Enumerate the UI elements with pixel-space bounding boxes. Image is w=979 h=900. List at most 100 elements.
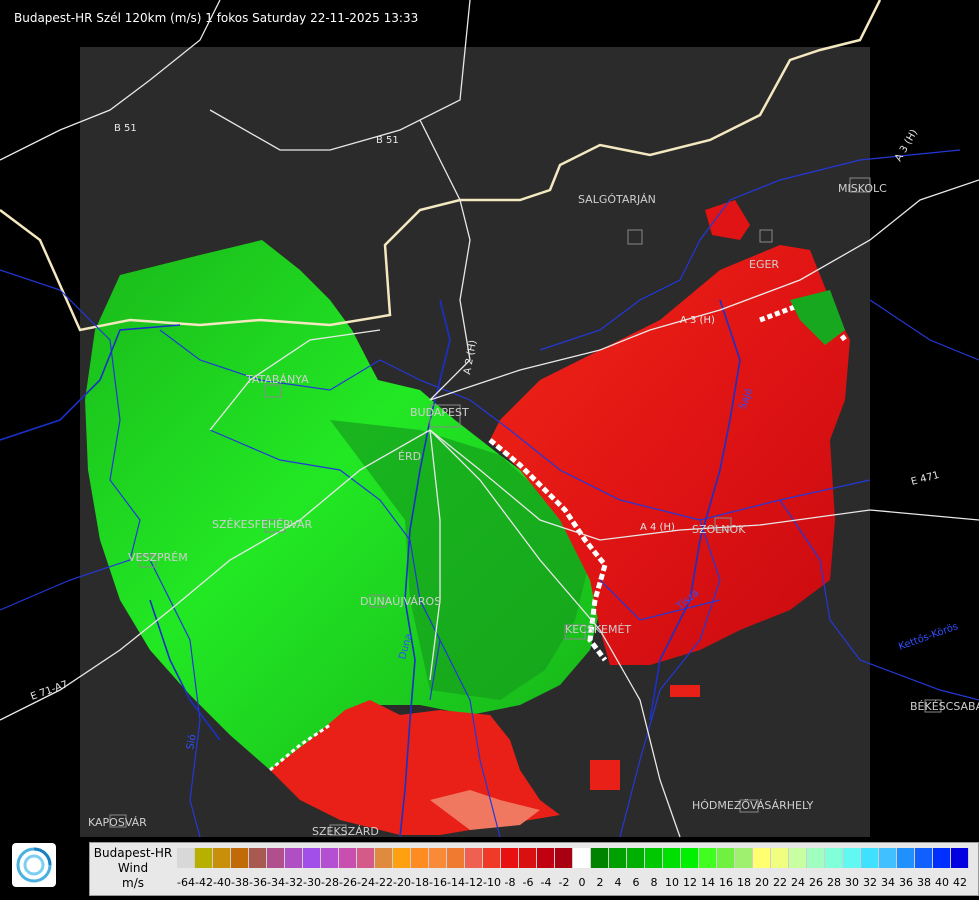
legend-swatch [609, 848, 627, 868]
legend-tick: -6 [522, 876, 534, 889]
city-label: SZEKSZÁRD [312, 825, 379, 838]
legend-swatch [231, 848, 249, 868]
legend-swatch [537, 848, 555, 868]
service-logo [12, 843, 56, 887]
legend-swatch [645, 848, 663, 868]
legend-tick: -28 [321, 876, 339, 889]
legend-tick: 26 [809, 876, 823, 889]
legend-tick: -64 [177, 876, 195, 889]
city-label: TATABÁNYA [245, 373, 309, 386]
legend-tick: 10 [665, 876, 679, 889]
legend-swatch [177, 848, 195, 868]
city-labels: SALGÓTARJÁN EGER MISKOLC TATABÁNYA BUDAP… [88, 182, 979, 838]
legend-unit: m/s [122, 876, 144, 890]
legend-tick: 38 [917, 876, 931, 889]
legend-tick: 42 [953, 876, 967, 889]
legend-swatch [339, 848, 357, 868]
legend-swatch [699, 848, 717, 868]
red-wind-echo [490, 245, 850, 665]
legend-tick: -12 [465, 876, 483, 889]
city-label: SZOLNOK [692, 523, 746, 536]
city-label: SALGÓTARJÁN [578, 193, 656, 206]
city-label: BÉKÉSCSABA [910, 700, 979, 713]
legend-swatch [267, 848, 285, 868]
legend-swatch [483, 848, 501, 868]
legend-tick: 32 [863, 876, 877, 889]
legend-tick: -30 [303, 876, 321, 889]
legend-tick: -22 [375, 876, 393, 889]
legend-swatch [861, 848, 879, 868]
legend-tick: -16 [429, 876, 447, 889]
legend-title: Budapest-HR Wind m/s [92, 846, 174, 891]
legend-tick: -4 [540, 876, 552, 889]
legend-radar-name: Budapest-HR [93, 846, 173, 860]
legend-swatch [303, 848, 321, 868]
legend-swatch [195, 848, 213, 868]
legend-swatch [501, 848, 519, 868]
legend-swatch [735, 848, 753, 868]
zero-line [488, 438, 608, 662]
red-ne-echo [705, 200, 750, 240]
legend-swatch [591, 848, 609, 868]
place-markers [109, 177, 942, 836]
legend-tick: -34 [267, 876, 285, 889]
legend-tick: -42 [195, 876, 213, 889]
legend-swatch [951, 848, 969, 868]
legend-tick: 8 [650, 876, 658, 889]
legend-swatch [933, 848, 951, 868]
city-label: MISKOLC [838, 182, 887, 195]
legend-swatch [681, 848, 699, 868]
road-label: E 71-A7 [29, 679, 69, 703]
road-label: B 51 [376, 135, 399, 146]
legend-tick: -40 [213, 876, 231, 889]
legend-swatch [429, 848, 447, 868]
rivers [0, 299, 741, 838]
legend-swatch [807, 848, 825, 868]
road-label: A 4 (H) [640, 522, 675, 533]
legend-tick: -36 [249, 876, 267, 889]
legend-tick: 6 [632, 876, 640, 889]
legend-tick: -20 [393, 876, 411, 889]
legend-swatch [375, 848, 393, 868]
legend-tick: 0 [578, 876, 586, 889]
legend-tick-labels: -64 -42 -40 -38 -36 -34 -32 -30 -28 -26 -24 -22 -20-… [177, 876, 969, 889]
legend-swatch [555, 848, 573, 868]
legend-swatch [753, 848, 771, 868]
legend-tick: 30 [845, 876, 859, 889]
legend-tick: 22 [773, 876, 787, 889]
legend-tick: -2 [558, 876, 570, 889]
legend-tick: 16 [719, 876, 733, 889]
legend-tick: 14 [701, 876, 715, 889]
country-border [0, 0, 882, 332]
legend-swatch [447, 848, 465, 868]
city-label: HÓDMEZŐVÁSÁRHELY [692, 798, 814, 812]
road-label: B 51 [114, 123, 137, 134]
roads [0, 0, 979, 838]
legend-swatch [357, 848, 375, 868]
legend-swatch [825, 848, 843, 868]
legend-swatch [771, 848, 789, 868]
city-label: SZÉKESFEHÉRVÁR [212, 518, 313, 531]
legend-tick: -8 [504, 876, 516, 889]
city-label: DUNAÚJVÁROS [360, 595, 441, 608]
legend-tick: -24 [357, 876, 375, 889]
map-title: Budapest-HR Szél 120km (m/s) 1 fokos Sat… [14, 11, 419, 25]
road-label: E 471 [910, 470, 940, 488]
legend-tick: 24 [791, 876, 805, 889]
legend-swatch [519, 848, 537, 868]
legend-swatch [321, 848, 339, 868]
legend-color-scale [177, 848, 969, 868]
river-label: Sió [184, 733, 198, 750]
legend-tick: 18 [737, 876, 751, 889]
legend-tick: -14 [447, 876, 465, 889]
dark-green-zone [330, 420, 590, 700]
legend-tick: 20 [755, 876, 769, 889]
legend-swatch [465, 848, 483, 868]
legend-swatch [627, 848, 645, 868]
legend-swatch [249, 848, 267, 868]
legend-tick: 34 [881, 876, 895, 889]
legend-swatch [789, 848, 807, 868]
legend-swatch [717, 848, 735, 868]
road-label: A 3 (H) [680, 315, 715, 326]
legend-tick: 40 [935, 876, 949, 889]
